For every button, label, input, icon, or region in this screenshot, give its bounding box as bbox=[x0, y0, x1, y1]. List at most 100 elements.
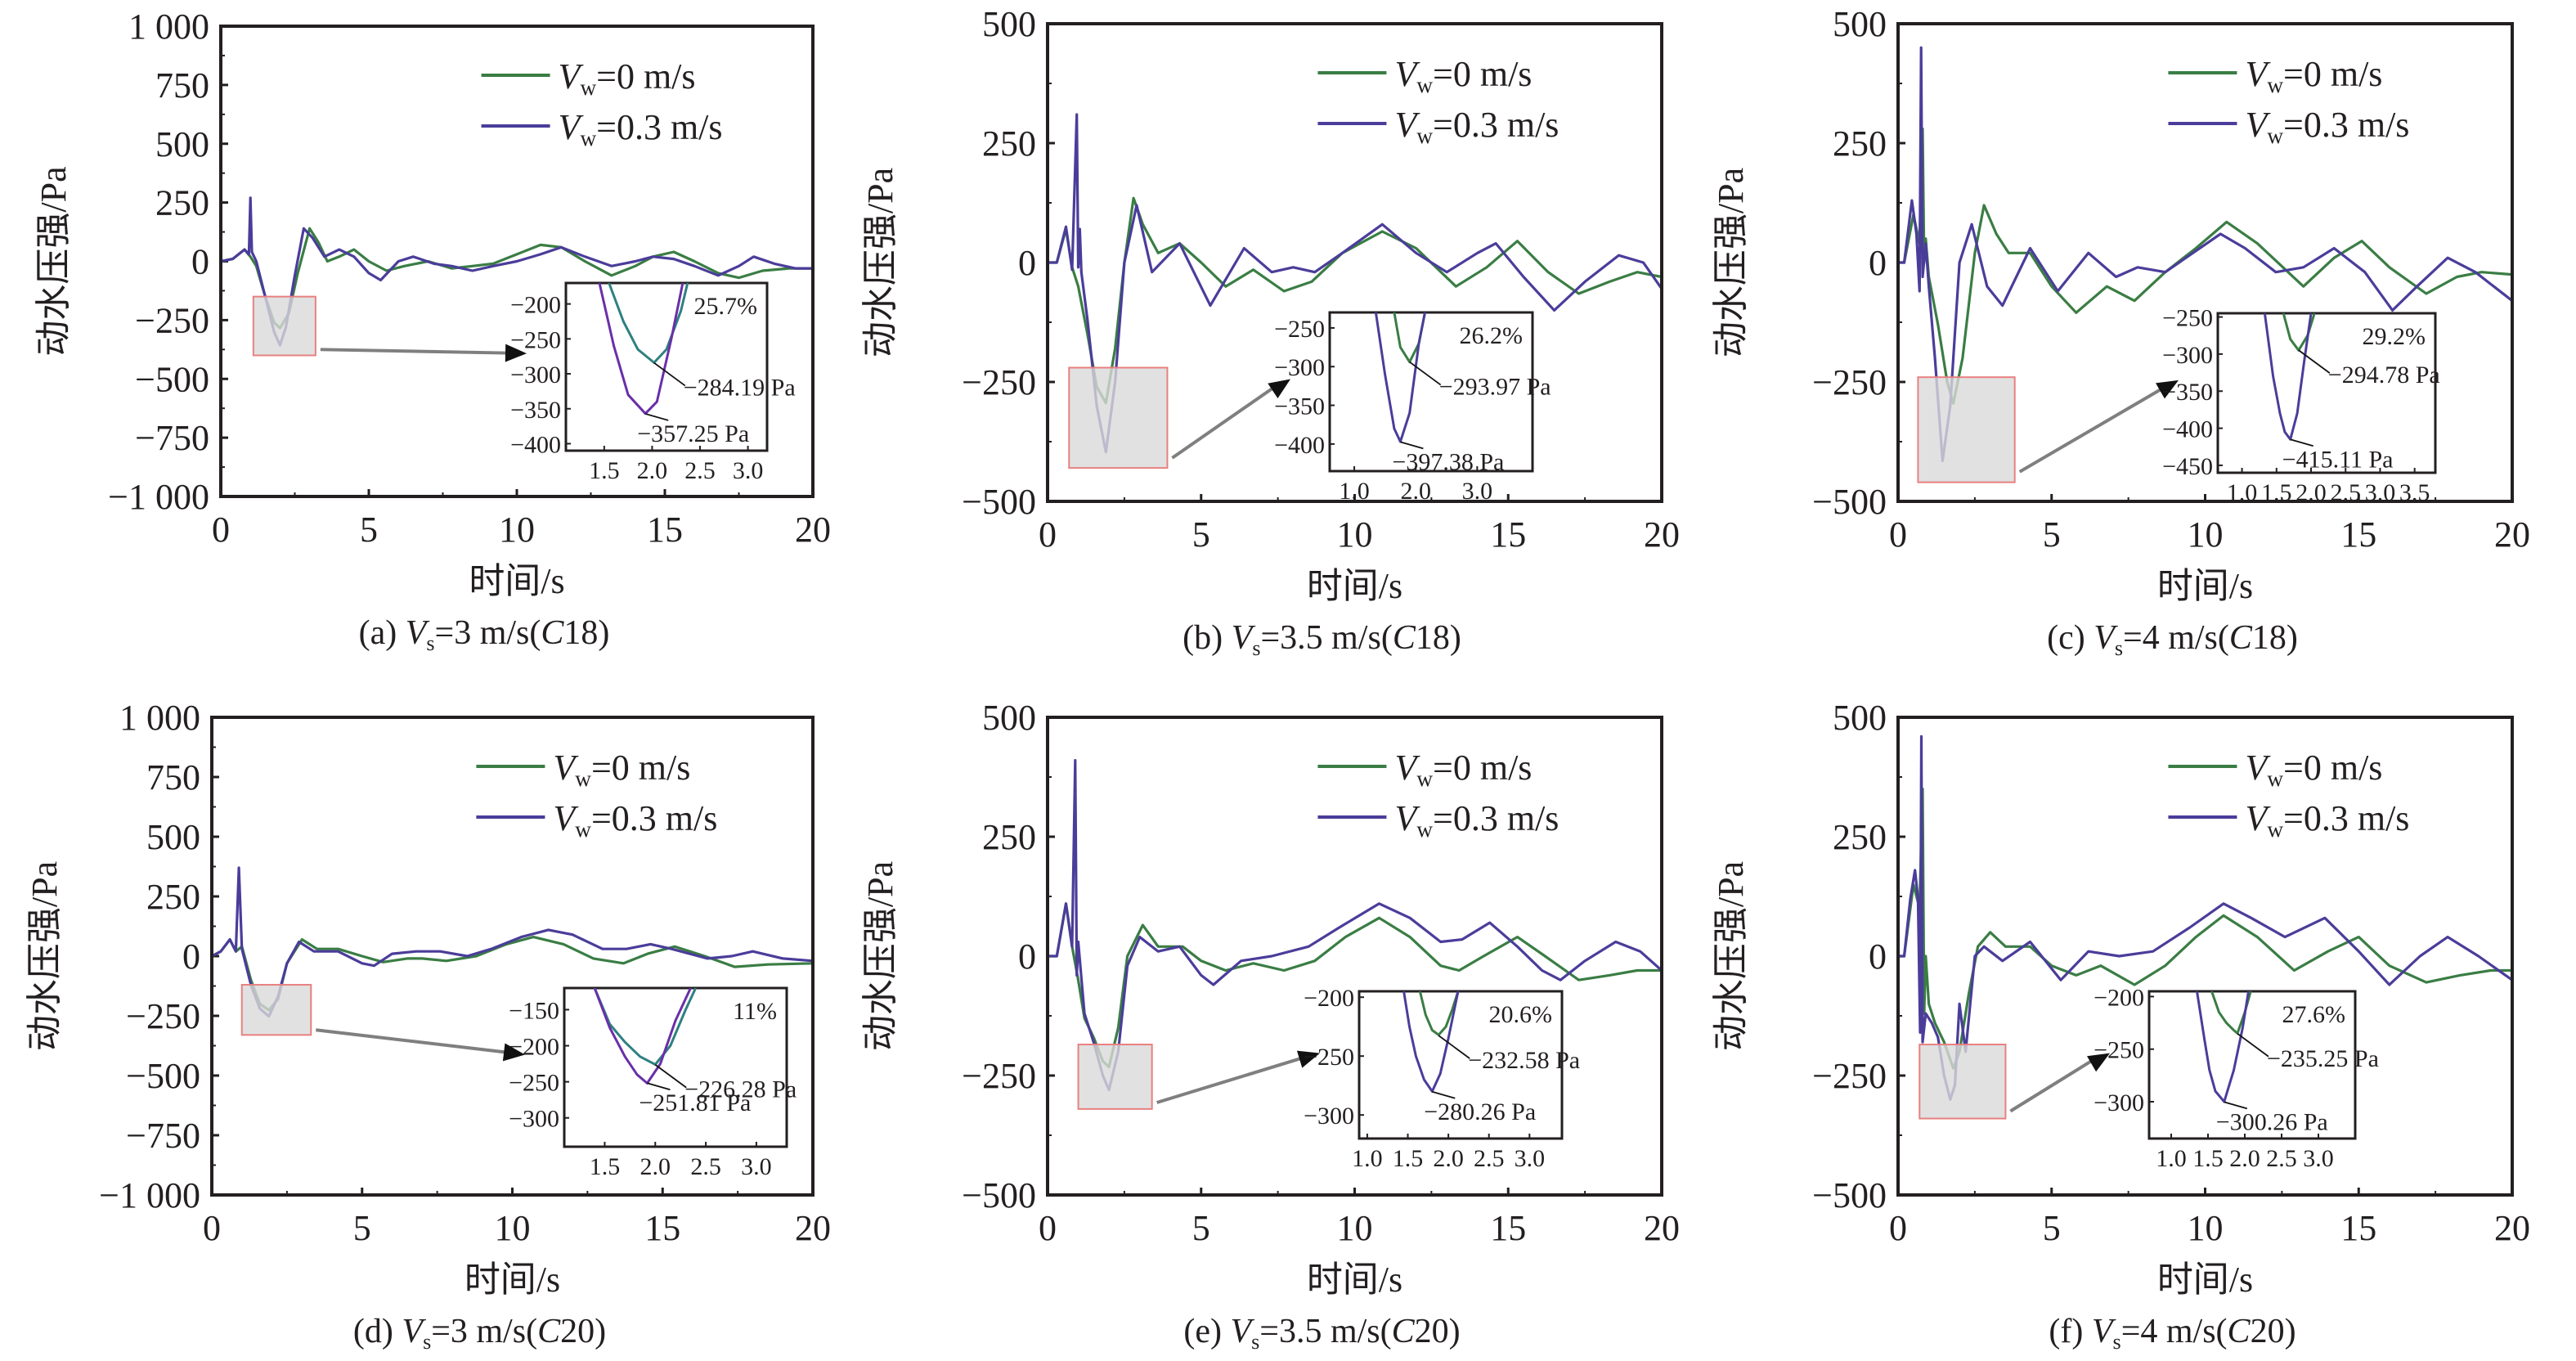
zoom-arrow-head-icon bbox=[1268, 379, 1290, 399]
x-axis-title: 时间/s bbox=[464, 1260, 560, 1300]
legend-var: V bbox=[1394, 798, 1420, 838]
series-line-0 bbox=[1048, 196, 1662, 405]
panel-caption: (a) Vs=3 m/s(C18) bbox=[359, 614, 610, 655]
y-axis-title: 动水压强/Pa bbox=[860, 861, 900, 1051]
x-tick-label: 10 bbox=[1337, 1208, 1373, 1248]
legend-entry-1: Vw=0.3 m/s bbox=[553, 798, 717, 842]
panel-caption: (c) Vs=4 m/s(C18) bbox=[2047, 619, 2298, 660]
legend-sub: w bbox=[1416, 817, 1433, 842]
caption-case-num: 18 bbox=[1416, 619, 1450, 657]
min-1-leader bbox=[2224, 1101, 2248, 1110]
legend-sub: w bbox=[2267, 766, 2283, 791]
inset-x-tick-label: 2.5 bbox=[690, 1153, 721, 1180]
legend-sub: w bbox=[1416, 766, 1433, 791]
plot-frame bbox=[210, 716, 815, 1197]
inset-y-tick-label: −300 bbox=[2162, 342, 2213, 369]
legend-entry-0: Vw=0 m/s bbox=[2245, 54, 2382, 97]
y-axis-title: 动水压强/Pa bbox=[1711, 861, 1751, 1051]
x-tick-label: 10 bbox=[2188, 514, 2224, 555]
inset-frame bbox=[1358, 990, 1564, 1140]
series-line-1 bbox=[1048, 758, 1662, 1092]
legend-entry-0: Vw=0 m/s bbox=[559, 56, 696, 100]
caption-case-num: 20 bbox=[560, 1313, 595, 1350]
series-line-1 bbox=[212, 866, 813, 1018]
min-1-leader bbox=[644, 413, 669, 421]
y-tick-label: −250 bbox=[962, 1056, 1036, 1096]
inset-frame bbox=[2147, 990, 2357, 1140]
x-tick-label: 10 bbox=[495, 1208, 531, 1248]
inset-y-tick-label: −300 bbox=[1274, 354, 1325, 381]
x-tick-label: 0 bbox=[203, 1208, 221, 1248]
inset-y-tick-label: −300 bbox=[510, 362, 561, 389]
inset-y-tick-label: −400 bbox=[1274, 432, 1325, 459]
y-tick-label: 1 000 bbox=[119, 698, 200, 738]
legend-sub: w bbox=[575, 766, 591, 791]
plot-frame bbox=[1896, 22, 2514, 503]
x-tick-label: 15 bbox=[1490, 514, 1526, 555]
legend-rest: =0 m/s bbox=[2283, 54, 2382, 94]
series-line-1 bbox=[1898, 46, 2512, 463]
inset-series-line-1 bbox=[1402, 991, 1460, 1093]
y-tick-label: 0 bbox=[182, 937, 200, 977]
inset-series-line-1 bbox=[1374, 312, 1426, 443]
legend-rest: =0.3 m/s bbox=[2283, 105, 2409, 145]
y-tick-label: −500 bbox=[135, 359, 209, 399]
y-axis-title: 动水压强/Pa bbox=[34, 166, 74, 356]
caption-var: V bbox=[406, 614, 430, 652]
inset-y-tick-label: −200 bbox=[509, 1034, 559, 1061]
y-tick-label: −500 bbox=[126, 1056, 200, 1096]
min-1-leader bbox=[2290, 438, 2313, 447]
plot-frame bbox=[1046, 716, 1663, 1197]
caption-prefix: (f) bbox=[2049, 1313, 2091, 1350]
legend-var: V bbox=[559, 107, 585, 147]
inset-x-tick-label: 3.0 bbox=[741, 1153, 772, 1180]
inset-series-line-0 bbox=[593, 988, 698, 1066]
inset-percent-label: 29.2% bbox=[2363, 323, 2426, 350]
inset-d: −150 −200 −250 −300 1.5 2.0 2.5 3.0 11% −226.28 P… bbox=[509, 986, 797, 1180]
caption-rest: =4 m/s( bbox=[2121, 1313, 2228, 1350]
zoom-arrow-head-icon bbox=[2086, 1053, 2110, 1072]
inset-y-tick-label: −250 bbox=[510, 326, 561, 353]
y-tick-label: 0 bbox=[1018, 243, 1036, 283]
min-0-label: −294.78 Pa bbox=[2328, 362, 2440, 389]
inset-a: −200 −250 −300 −350 −400 1.5 2.0 2.5 3.0 25.7% −28… bbox=[510, 281, 796, 484]
inset-x-tick-label: 2.5 bbox=[2266, 1145, 2297, 1172]
x-tick-label: 0 bbox=[1039, 1208, 1057, 1248]
y-tick-label: −250 bbox=[962, 362, 1036, 402]
zoom-region-box bbox=[252, 295, 316, 357]
x-tick-label: 15 bbox=[2340, 514, 2376, 555]
legend-rest: =0.3 m/s bbox=[591, 798, 717, 838]
inset-y-tick-label: −350 bbox=[2162, 379, 2213, 406]
zoom-region-box bbox=[1077, 1044, 1153, 1110]
zoom-arrow-line bbox=[2009, 1055, 2100, 1113]
caption-prefix: (b) bbox=[1183, 619, 1231, 657]
series-line-1 bbox=[1048, 113, 1662, 454]
caption-case: C bbox=[2229, 619, 2253, 657]
x-tick-label: 0 bbox=[1039, 514, 1057, 555]
inset-x-tick-label: 3.0 bbox=[733, 457, 764, 484]
x-tick-label: 10 bbox=[499, 510, 535, 550]
x-tick-label: 20 bbox=[2494, 514, 2530, 555]
y-tick-label: −500 bbox=[962, 1175, 1036, 1215]
inset-y-tick-label: −300 bbox=[1304, 1103, 1354, 1130]
series-group bbox=[1898, 46, 2512, 463]
legend-var: V bbox=[553, 748, 579, 788]
zoom-arrow-line bbox=[2018, 384, 2169, 474]
inset-y-tick-label: −250 bbox=[509, 1070, 559, 1097]
panel-caption: (d) Vs=3 m/s(C20) bbox=[353, 1313, 606, 1354]
legend-var: V bbox=[2245, 748, 2271, 788]
y-tick-label: 500 bbox=[982, 4, 1036, 44]
caption-prefix: (c) bbox=[2047, 619, 2094, 657]
legend-var: V bbox=[553, 798, 579, 838]
x-tick-label: 10 bbox=[1337, 514, 1373, 555]
caption-close: ) bbox=[1449, 1313, 1461, 1350]
x-axis-title: 时间/s bbox=[2157, 1260, 2253, 1300]
inset-series-line-1 bbox=[593, 988, 692, 1085]
y-tick-label: −1 000 bbox=[108, 477, 209, 517]
series-group bbox=[1048, 758, 1662, 1092]
inset-x-tick-label: 1.0 bbox=[2156, 1145, 2187, 1172]
inset-e: −200 −250 −300 1.0 1.5 2.0 2.5 3.0 20.6% −232.58 … bbox=[1304, 985, 1580, 1172]
y-tick-label: −500 bbox=[1812, 482, 1887, 522]
inset-y-tick-label: −350 bbox=[1274, 393, 1325, 420]
